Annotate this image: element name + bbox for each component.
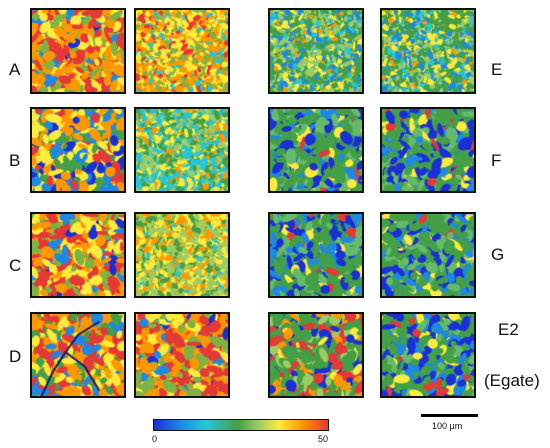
tile-a-1 — [30, 8, 126, 94]
tile-f-2 — [380, 107, 476, 193]
tile-e2-1 — [268, 312, 364, 398]
label-egate: (Egate) — [484, 371, 540, 390]
label-e: E — [491, 60, 503, 79]
label-c: C — [9, 256, 22, 275]
tile-b-1 — [30, 107, 126, 193]
tile-d-2 — [134, 312, 230, 398]
label-a: A — [9, 60, 21, 79]
label-f: F — [491, 151, 502, 170]
tile-e2-2 — [380, 312, 476, 398]
tile-f-1 — [268, 107, 364, 193]
tile-e-2 — [380, 8, 476, 94]
tile-g-2 — [380, 212, 476, 298]
tile-g-1 — [268, 212, 364, 298]
tile-e-1 — [268, 8, 364, 94]
scale-bar-label: 100 µm — [432, 421, 463, 431]
tile-c-2 — [134, 212, 230, 298]
label-e2: E2 — [498, 320, 519, 339]
scale-bar — [421, 414, 478, 417]
label-g: G — [491, 245, 505, 264]
colorbar-min-label: 0 — [152, 434, 158, 444]
label-b: B — [9, 151, 21, 170]
colorbar-gradient — [154, 420, 328, 430]
label-d: D — [9, 347, 22, 366]
tile-d-1 — [30, 312, 126, 398]
colorbar — [153, 419, 329, 431]
colorbar-max-label: 50 — [318, 434, 329, 444]
tile-a-2 — [134, 8, 230, 94]
tile-b-2 — [134, 107, 230, 193]
tile-c-1 — [30, 212, 126, 298]
